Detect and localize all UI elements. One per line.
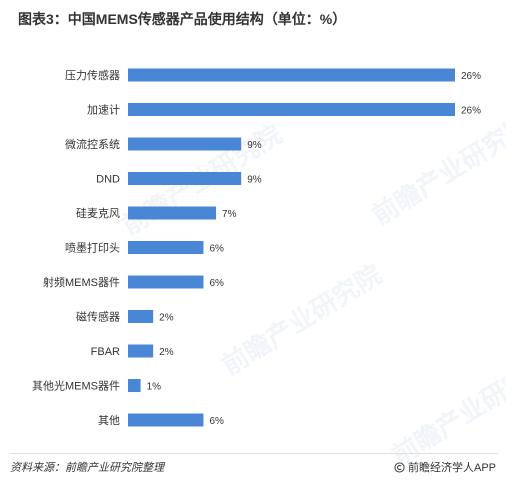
- category-label: 其他光MEMS器件: [32, 379, 120, 393]
- data-label: 9%: [247, 140, 262, 151]
- bar-chart: 压力传感器 26% 加速计 26% 微流控系统 9% DND 9% 硅麦克风 7% 喷墨打印头 6% 射…: [32, 68, 481, 427]
- data-label: 2%: [159, 313, 174, 324]
- bar: [128, 206, 217, 220]
- category-label: FBAR: [91, 346, 120, 358]
- data-label: 6%: [209, 278, 224, 289]
- bar: [128, 103, 455, 116]
- brand-credit: 前瞻经济学人APP: [394, 459, 496, 475]
- data-label: 1%: [147, 382, 162, 393]
- bar: [128, 413, 204, 427]
- category-label: 射频MEMS器件: [43, 275, 120, 289]
- category-label: DND: [96, 174, 120, 186]
- data-label: 9%: [247, 175, 262, 186]
- bar: [128, 379, 141, 392]
- category-label: 压力传感器: [65, 69, 120, 82]
- bar: [128, 275, 204, 289]
- category-label: 硅麦克风: [76, 207, 120, 220]
- bar: [128, 344, 154, 358]
- bar: [128, 172, 242, 185]
- bar: [128, 68, 455, 82]
- category-label: 喷墨打印头: [65, 241, 120, 255]
- bar: [128, 241, 204, 254]
- category-label: 其他: [98, 414, 120, 427]
- data-label: 2%: [159, 347, 174, 358]
- category-label: 加速计: [87, 104, 120, 117]
- category-label: 微流控系统: [65, 137, 120, 151]
- bar: [128, 310, 154, 323]
- data-label: 26%: [461, 106, 481, 117]
- brand-label: 前瞻经济学人APP: [407, 462, 496, 474]
- bar: [128, 137, 242, 151]
- data-label: 26%: [461, 71, 481, 82]
- copyright-circle-icon: [394, 461, 405, 473]
- data-label: 7%: [222, 209, 237, 220]
- data-label: 6%: [209, 244, 224, 255]
- category-label: 磁传感器: [76, 311, 120, 324]
- footer-divider: [10, 453, 498, 454]
- source-note: 资料来源：前瞻产业研究院整理: [10, 462, 164, 474]
- chart-title: 图表3：中国MEMS传感器产品使用结构（单位：%）: [18, 11, 347, 27]
- data-label: 6%: [209, 416, 224, 427]
